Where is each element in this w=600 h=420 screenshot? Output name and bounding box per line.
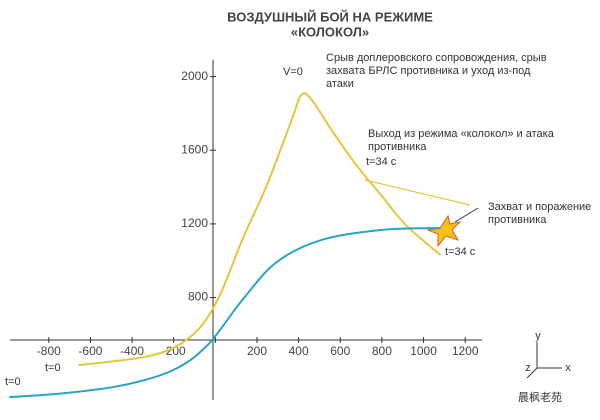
x-tick-label: 200 [247,344,267,358]
annotation: атаки [326,78,354,90]
annotation: противника [488,214,547,226]
guide-line [364,179,471,206]
x-tick-label: -200 [162,344,186,358]
annotation: захвата БРЛС противника и уход из-под [326,65,531,77]
axis-letter: z [525,362,531,374]
chart-title: ВОЗДУШНЫЙ БОЙ НА РЕЖИМЕ [227,9,433,24]
axis-letter: x [565,362,571,374]
x-tick-label: 600 [330,344,350,358]
trajectory [9,226,441,399]
watermark: 晨枫老苑 [518,390,562,404]
y-tick-label: 1200 [181,216,208,230]
annotation: Выход из режима «колокол» и атака [368,128,555,140]
chart-title: «КОЛОКОЛ» [291,24,369,39]
y-tick-label: 1600 [181,142,208,156]
annotation: t=0 [45,362,61,374]
x-tick-label: 1000 [410,344,437,358]
annotation: t=34 c [445,246,476,258]
y-tick-label: 2000 [181,69,208,83]
annotation: противника [368,141,427,153]
annotation: Срыв доплеровского сопровождения, срыв [326,52,547,64]
annotation: Захват и поражение [488,201,591,213]
hit-burst [426,214,462,248]
x-tick-label: -600 [78,344,102,358]
annotation: t=0 [5,376,21,388]
x-tick-label: 1200 [452,344,479,358]
x-tick-label: 800 [372,344,392,358]
y-tick-label: 800 [188,290,208,304]
trajectory [78,92,442,367]
x-tick-label: -400 [120,344,144,358]
x-tick-label: 400 [289,344,309,358]
x-tick-label: -800 [37,344,61,358]
axis-icon [526,342,562,379]
axis-letter: y [535,330,541,342]
annotation: V=0 [283,66,303,78]
annotation: t=34 c [366,156,397,168]
pointer [454,207,479,223]
